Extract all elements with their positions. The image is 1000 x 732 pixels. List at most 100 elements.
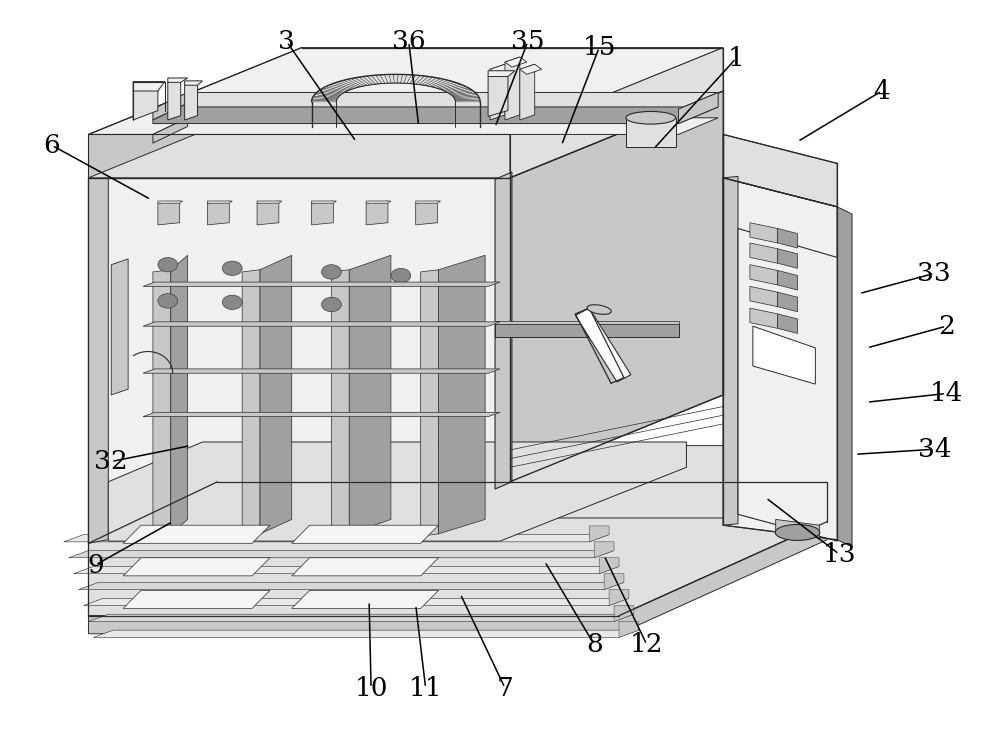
Polygon shape xyxy=(394,75,398,83)
Polygon shape xyxy=(108,442,686,541)
Polygon shape xyxy=(430,79,448,87)
Text: 3: 3 xyxy=(278,29,295,54)
Polygon shape xyxy=(312,97,337,100)
Text: 15: 15 xyxy=(582,35,616,60)
Polygon shape xyxy=(422,77,437,86)
Text: 2: 2 xyxy=(938,314,955,339)
Polygon shape xyxy=(312,99,337,101)
Polygon shape xyxy=(319,89,343,94)
Polygon shape xyxy=(723,176,738,525)
Polygon shape xyxy=(334,82,354,89)
Polygon shape xyxy=(326,86,348,92)
Polygon shape xyxy=(495,324,679,337)
Polygon shape xyxy=(778,271,798,290)
Text: 6: 6 xyxy=(43,132,60,158)
Polygon shape xyxy=(589,526,609,542)
Polygon shape xyxy=(433,81,451,88)
Text: 10: 10 xyxy=(354,676,388,701)
Polygon shape xyxy=(366,201,388,225)
Polygon shape xyxy=(88,48,723,135)
Polygon shape xyxy=(153,92,188,120)
Polygon shape xyxy=(490,64,512,75)
Polygon shape xyxy=(451,92,476,96)
Polygon shape xyxy=(614,605,634,621)
Circle shape xyxy=(222,261,242,275)
Polygon shape xyxy=(753,326,815,384)
Polygon shape xyxy=(88,482,827,616)
Polygon shape xyxy=(257,201,279,225)
Polygon shape xyxy=(153,118,718,135)
Polygon shape xyxy=(604,574,624,589)
Polygon shape xyxy=(88,614,634,621)
Polygon shape xyxy=(837,207,852,547)
Polygon shape xyxy=(79,583,624,589)
Polygon shape xyxy=(450,91,474,95)
Polygon shape xyxy=(442,84,464,91)
Polygon shape xyxy=(495,172,512,489)
Polygon shape xyxy=(435,81,455,89)
Polygon shape xyxy=(74,567,619,574)
Polygon shape xyxy=(488,71,508,116)
Polygon shape xyxy=(88,522,827,634)
Polygon shape xyxy=(723,135,837,207)
Polygon shape xyxy=(292,590,439,608)
Polygon shape xyxy=(397,75,403,83)
Polygon shape xyxy=(385,75,391,83)
Polygon shape xyxy=(84,598,629,605)
Polygon shape xyxy=(778,228,798,248)
Polygon shape xyxy=(242,270,260,536)
Polygon shape xyxy=(257,201,282,203)
Circle shape xyxy=(391,269,411,283)
Polygon shape xyxy=(421,270,439,536)
Polygon shape xyxy=(626,118,676,146)
Polygon shape xyxy=(315,93,339,97)
Polygon shape xyxy=(359,77,373,85)
Polygon shape xyxy=(88,174,108,543)
Polygon shape xyxy=(750,308,778,329)
Polygon shape xyxy=(158,201,183,203)
Circle shape xyxy=(322,265,341,279)
Polygon shape xyxy=(776,520,819,538)
Polygon shape xyxy=(292,558,439,576)
Polygon shape xyxy=(207,201,229,225)
Text: 12: 12 xyxy=(630,632,664,657)
Polygon shape xyxy=(93,630,639,638)
Polygon shape xyxy=(376,75,385,83)
Polygon shape xyxy=(171,255,188,534)
Polygon shape xyxy=(453,94,478,98)
Polygon shape xyxy=(455,100,480,102)
Text: 32: 32 xyxy=(94,449,128,474)
Text: 11: 11 xyxy=(409,676,442,701)
Polygon shape xyxy=(510,446,827,518)
Polygon shape xyxy=(750,243,778,264)
Polygon shape xyxy=(312,201,336,203)
Polygon shape xyxy=(619,621,639,638)
Polygon shape xyxy=(575,308,631,382)
Polygon shape xyxy=(455,97,480,100)
Polygon shape xyxy=(410,75,420,84)
Polygon shape xyxy=(416,201,441,203)
Polygon shape xyxy=(444,86,466,92)
Text: 1: 1 xyxy=(728,46,744,71)
Polygon shape xyxy=(88,135,510,178)
Polygon shape xyxy=(168,78,181,120)
Polygon shape xyxy=(372,75,382,84)
Polygon shape xyxy=(340,81,359,88)
Polygon shape xyxy=(347,78,364,86)
Polygon shape xyxy=(778,314,798,334)
Polygon shape xyxy=(153,92,718,109)
Polygon shape xyxy=(292,525,439,543)
Polygon shape xyxy=(88,178,510,543)
Polygon shape xyxy=(111,259,128,395)
Polygon shape xyxy=(389,75,394,83)
Polygon shape xyxy=(153,103,718,124)
Polygon shape xyxy=(123,558,270,576)
Polygon shape xyxy=(363,76,376,84)
Polygon shape xyxy=(380,75,388,83)
Polygon shape xyxy=(413,75,424,84)
Polygon shape xyxy=(323,86,346,92)
Polygon shape xyxy=(778,249,798,269)
Polygon shape xyxy=(439,255,485,534)
Text: 13: 13 xyxy=(822,542,856,567)
Ellipse shape xyxy=(775,525,820,540)
